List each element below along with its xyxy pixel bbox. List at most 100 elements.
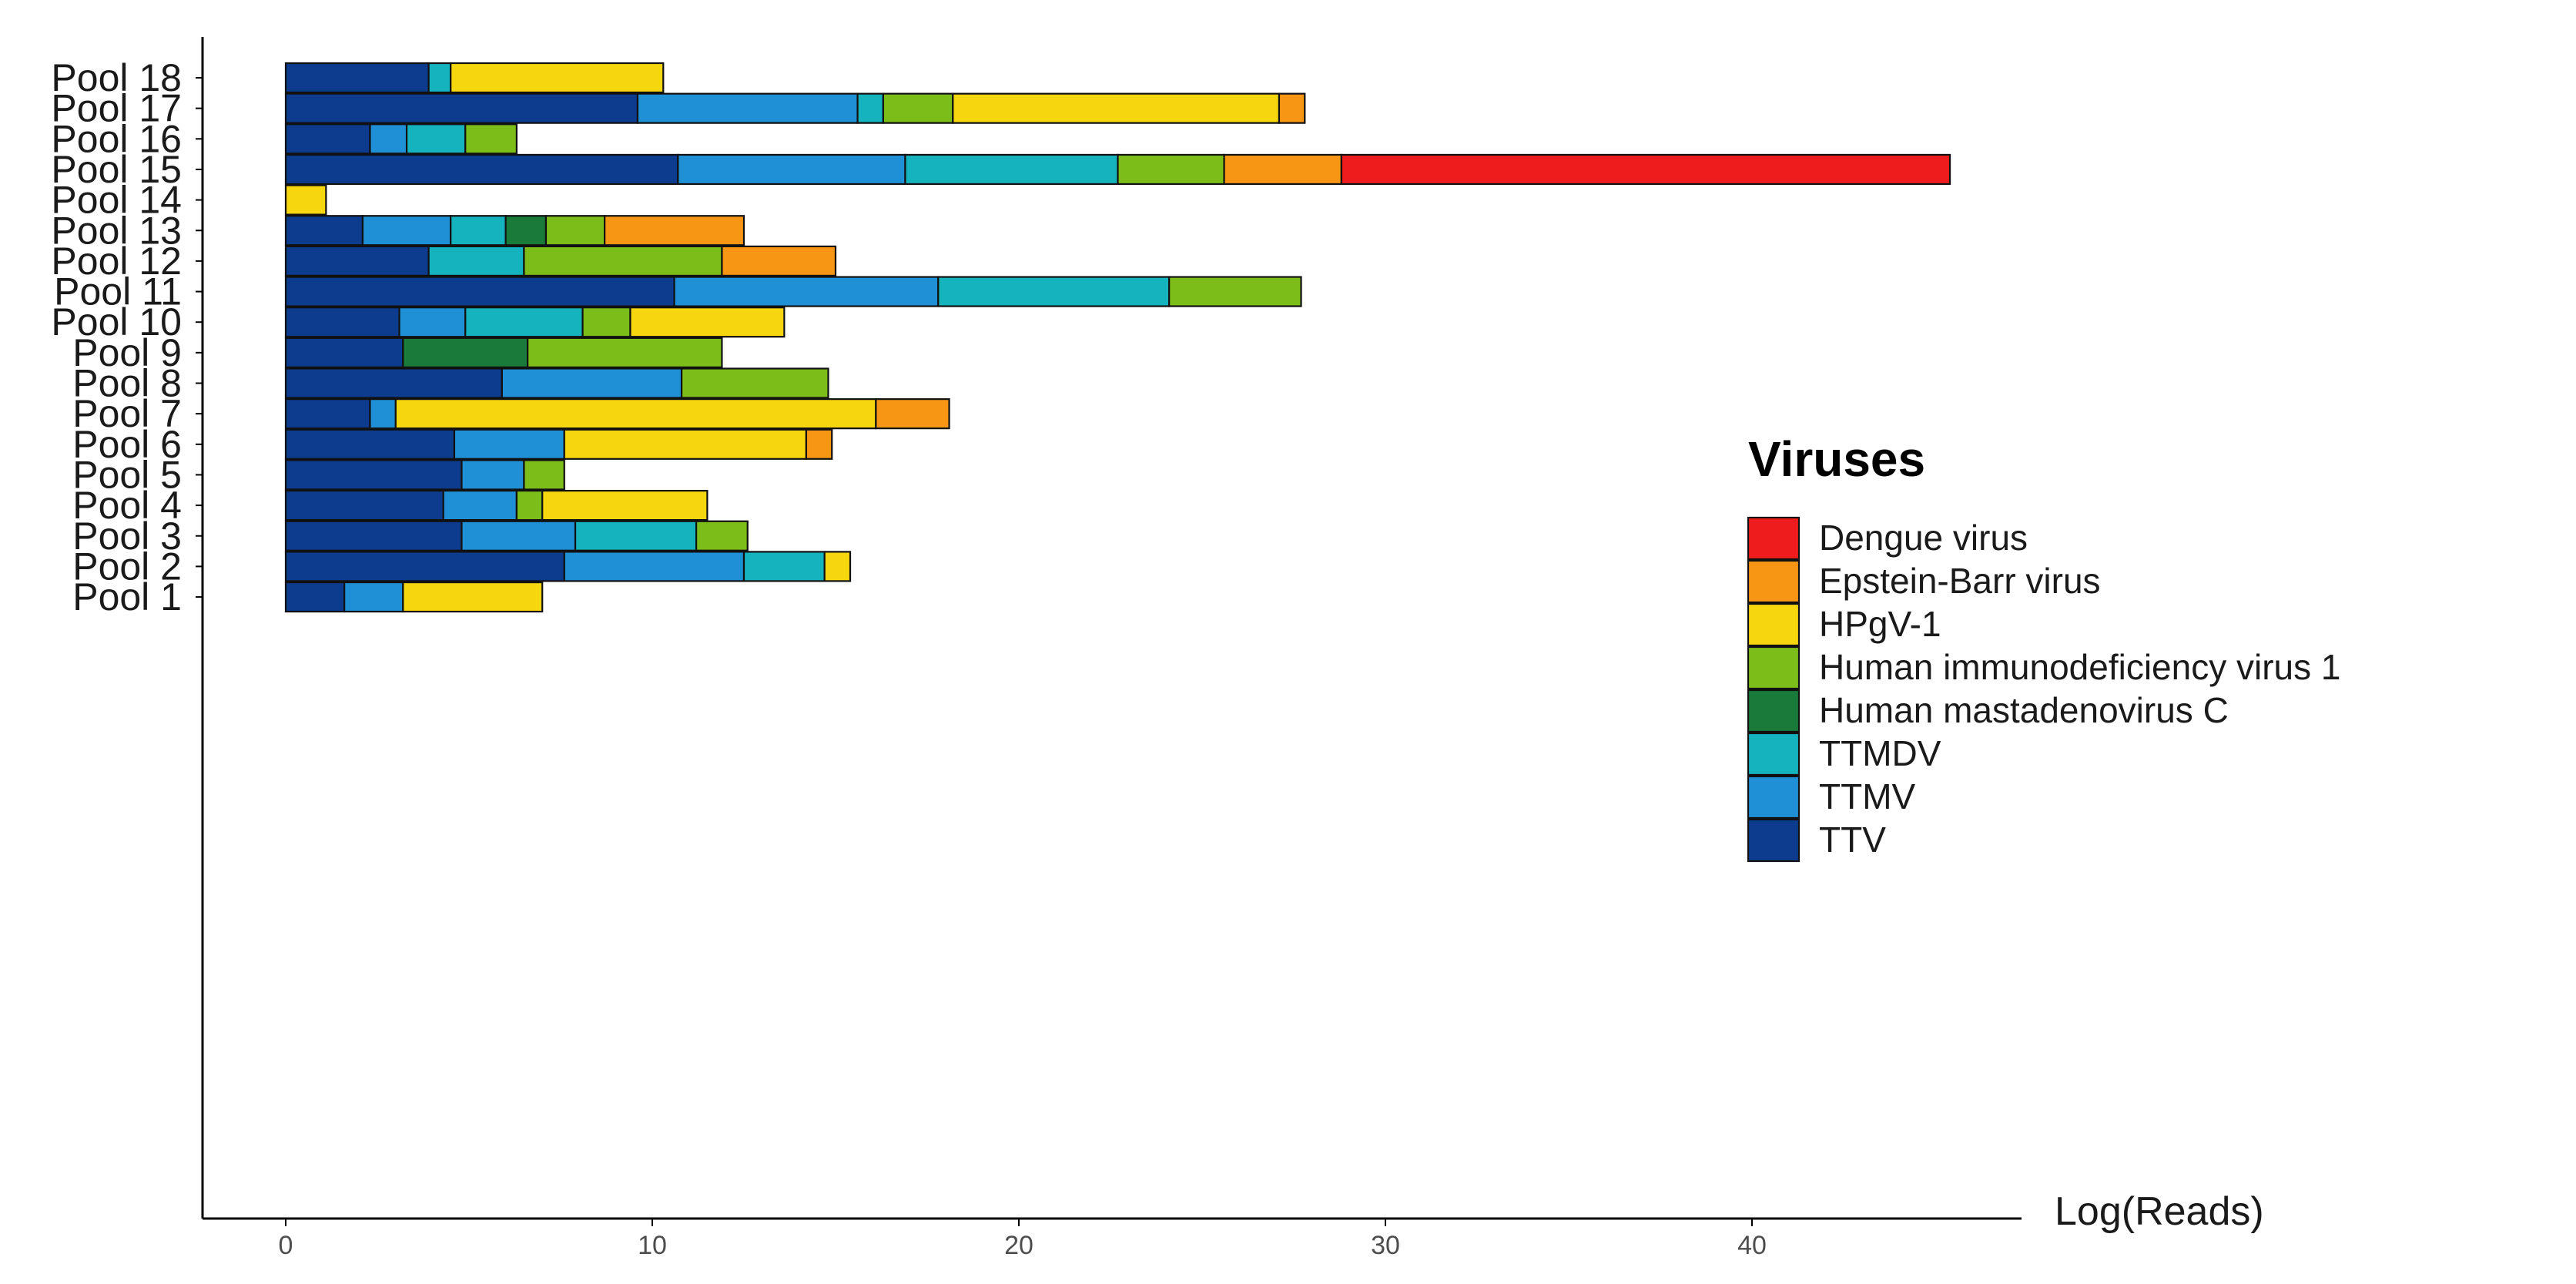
bar-segment xyxy=(1340,153,1951,186)
bar-segment xyxy=(284,367,503,399)
legend-label: TTMDV xyxy=(1819,733,1941,773)
bar-segment xyxy=(523,459,565,491)
legend-label: TTMV xyxy=(1819,776,1916,816)
bar-segment xyxy=(952,92,1281,124)
x-tick-label: 10 xyxy=(638,1231,667,1260)
bar-segment xyxy=(450,62,665,94)
bar-segment xyxy=(284,459,463,491)
y-tick-label: Pool 7 xyxy=(72,392,182,435)
y-tick-label: Pool 5 xyxy=(72,453,182,496)
x-axis-label: Log(Reads) xyxy=(2055,1189,2264,1234)
bar-segment xyxy=(742,551,826,582)
y-tick-label: Pool 12 xyxy=(51,240,182,283)
legend-label: Dengue virus xyxy=(1819,518,2028,558)
bar-segment xyxy=(284,62,430,94)
bar-segment xyxy=(427,245,525,277)
bar-segment xyxy=(541,489,708,521)
bar-segment xyxy=(1223,153,1342,186)
bar-segment xyxy=(461,459,525,491)
legend-label: TTV xyxy=(1819,820,1886,860)
bar-segment xyxy=(284,428,456,460)
bar-segment xyxy=(677,153,906,186)
bar-segment xyxy=(284,581,346,613)
y-tick-label: Pool 8 xyxy=(72,362,182,405)
y-tick-label: Pool 11 xyxy=(54,270,182,313)
bar-segment xyxy=(563,428,808,460)
bar-segment xyxy=(544,215,606,246)
bar-segment xyxy=(875,398,950,430)
bar-segment xyxy=(394,398,877,430)
bar-segment xyxy=(636,92,859,124)
bar-segment xyxy=(398,307,467,338)
bar-segment xyxy=(284,276,675,307)
bar-segment xyxy=(284,551,565,582)
legend-swatch xyxy=(1747,775,1801,820)
bar-segment xyxy=(284,307,400,338)
legend-swatch xyxy=(1747,602,1801,647)
x-tick-label: 20 xyxy=(1004,1231,1033,1260)
bar-segment xyxy=(405,123,467,155)
legend-label: Human mastadenovirus C xyxy=(1819,690,2229,730)
bar-segment xyxy=(284,245,430,277)
bar-segment xyxy=(369,398,397,430)
bar-segment xyxy=(361,215,452,246)
bar-segment xyxy=(464,307,584,338)
bar-segment xyxy=(461,520,577,551)
bar-segment xyxy=(695,520,749,551)
legend-label: Epstein-Barr virus xyxy=(1819,561,2101,601)
bar-segment xyxy=(284,215,364,246)
y-tick-label: Pool 17 xyxy=(51,87,182,130)
bar-segment xyxy=(453,428,565,460)
bar-segment xyxy=(284,92,639,124)
legend-swatch xyxy=(1747,516,1801,561)
y-tick-label: Pool 4 xyxy=(72,484,182,527)
bar-segment xyxy=(629,307,786,338)
bar-segment xyxy=(680,367,829,399)
y-tick-label: Pool 1 xyxy=(72,575,182,619)
bar-segment xyxy=(501,367,683,399)
bar-segment xyxy=(527,337,723,368)
x-tick-label: 40 xyxy=(1737,1231,1767,1260)
legend-swatch xyxy=(1747,732,1801,776)
bar-segment xyxy=(882,92,954,124)
legend-swatch xyxy=(1747,689,1801,733)
bar-segment xyxy=(673,276,940,307)
y-tick-label: Pool 2 xyxy=(72,545,182,588)
legend-swatch xyxy=(1747,645,1801,690)
bar-segment xyxy=(1117,153,1225,186)
bar-segment xyxy=(604,215,745,246)
bar-segment xyxy=(574,520,698,551)
legend-swatch xyxy=(1747,559,1801,604)
bar-segment xyxy=(284,398,371,430)
bar-segment xyxy=(721,245,837,277)
bar-segment xyxy=(284,153,679,186)
bar-segment xyxy=(563,551,745,582)
bar-segment xyxy=(442,489,518,521)
bar-segment xyxy=(369,123,408,155)
bar-segment xyxy=(284,520,463,551)
bar-segment xyxy=(805,428,833,460)
bars xyxy=(284,62,1951,613)
bar-segment xyxy=(284,184,327,216)
y-tick-label: Pool 10 xyxy=(51,300,182,344)
y-tick-label: Pool 13 xyxy=(51,209,182,252)
bar-segment xyxy=(581,307,631,338)
bar-segment xyxy=(823,551,852,582)
y-tick-label: Pool 16 xyxy=(51,117,182,160)
bar-segment xyxy=(504,215,548,246)
x-tick-label: 30 xyxy=(1371,1231,1400,1260)
bar-segment xyxy=(515,489,544,521)
bar-segment xyxy=(284,123,371,155)
bar-segment xyxy=(937,276,1171,307)
bar-segment xyxy=(464,123,518,155)
axes xyxy=(201,37,2022,1220)
x-tick-labels: 0 10 20 30 40 xyxy=(279,1219,1767,1260)
bar-segment xyxy=(402,337,529,368)
bar-segment xyxy=(523,245,723,277)
legend-swatch xyxy=(1747,818,1801,863)
y-tick-label: Pool 18 xyxy=(51,56,182,99)
